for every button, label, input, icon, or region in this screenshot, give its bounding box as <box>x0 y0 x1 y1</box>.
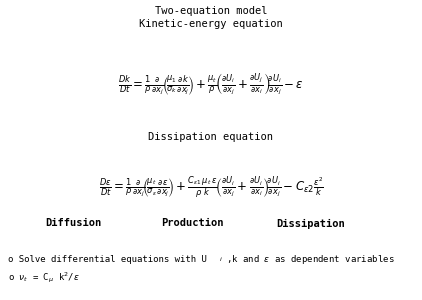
Text: Production: Production <box>161 218 223 229</box>
Text: Diffusion: Diffusion <box>46 218 102 229</box>
Text: $\frac{D\varepsilon}{Dt} = \frac{1}{\rho}\frac{\partial}{\partial x_j}\!\left(\!: $\frac{D\varepsilon}{Dt} = \frac{1}{\rho… <box>98 174 324 201</box>
Text: Dissipation equation: Dissipation equation <box>149 131 273 142</box>
Text: $\frac{Dk}{Dt} = \frac{1}{\rho}\frac{\partial}{\partial x_j}\!\left(\!\frac{\mu_: $\frac{Dk}{Dt} = \frac{1}{\rho}\frac{\pa… <box>118 71 304 97</box>
Text: Kinetic-energy equation: Kinetic-energy equation <box>139 19 283 29</box>
Text: Dissipation: Dissipation <box>276 218 344 229</box>
Text: o $\nu_t$ = C$_\mu$ k$^2$/$\varepsilon$: o $\nu_t$ = C$_\mu$ k$^2$/$\varepsilon$ <box>8 270 80 285</box>
Text: $_{i}$: $_{i}$ <box>219 255 222 264</box>
Text: o Solve differential equations with U: o Solve differential equations with U <box>8 255 207 264</box>
Text: ,k and $\varepsilon$ as dependent variables: ,k and $\varepsilon$ as dependent variab… <box>226 253 395 266</box>
Text: Two-equation model: Two-equation model <box>155 5 267 16</box>
